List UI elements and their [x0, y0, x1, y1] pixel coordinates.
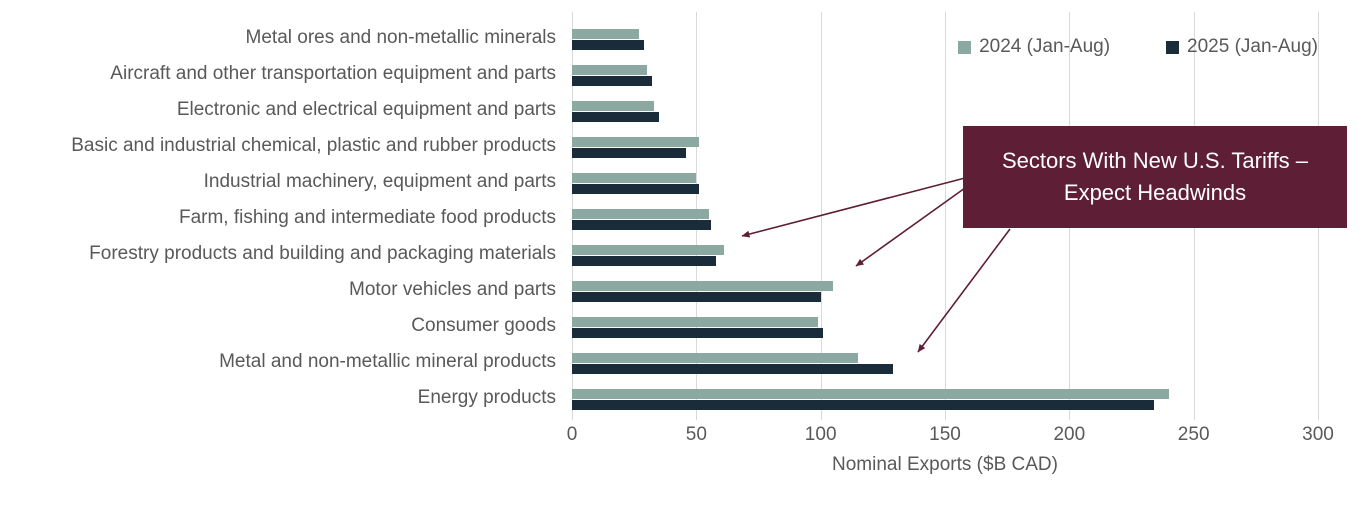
x-tick-label: 100 [804, 424, 837, 445]
plot-area [572, 12, 1319, 420]
bar-series-0 [572, 29, 640, 39]
x-tick-label: 250 [1177, 424, 1210, 445]
category-label: Consumer goods [411, 315, 556, 336]
bar-series-1 [572, 76, 652, 86]
x-axis-label: Nominal Exports ($B CAD) [832, 454, 1058, 475]
category-label: Motor vehicles and parts [349, 279, 556, 300]
category-label: Electronic and electrical equipment and … [176, 99, 556, 120]
x-tick-label: 200 [1053, 424, 1086, 445]
bar-series-1 [572, 220, 712, 230]
bar-series-0 [572, 173, 697, 183]
x-tick-label: 0 [566, 424, 578, 445]
bar-series-0 [572, 317, 819, 327]
bar-series-1 [572, 184, 699, 194]
bar-series-1 [572, 292, 821, 302]
bar-series-1 [572, 148, 687, 158]
category-label: Metal and non-metallic mineral products [219, 351, 556, 372]
legend-swatch [958, 40, 972, 54]
bar-series-0 [572, 389, 1169, 399]
category-label: Energy products [417, 387, 556, 408]
category-label: Metal ores and non-metallic minerals [245, 27, 556, 48]
legend-item: 2025 (Jan-Aug) [1166, 36, 1318, 58]
annotation-callout: Sectors With New U.S. Tariffs – Expect H… [963, 126, 1347, 228]
bar-series-0 [572, 209, 709, 219]
legend: 2024 (Jan-Aug) 2025 (Jan-Aug) [958, 36, 1318, 58]
bar-series-1 [572, 112, 660, 122]
legend-item: 2024 (Jan-Aug) [958, 36, 1110, 58]
category-label: Forestry products and building and packa… [89, 243, 556, 264]
x-tick-label: 50 [685, 424, 707, 445]
legend-swatch [1166, 40, 1180, 54]
gridline [945, 12, 946, 420]
bar-series-0 [572, 281, 834, 291]
x-tick-label: 300 [1302, 424, 1334, 445]
bar-series-0 [572, 65, 647, 75]
bar-series-1 [572, 256, 717, 266]
category-label: Industrial machinery, equipment and part… [203, 171, 556, 192]
category-label: Basic and industrial chemical, plastic a… [71, 135, 556, 156]
bar-series-1 [572, 40, 645, 50]
category-label: Aircraft and other transportation equipm… [110, 63, 556, 84]
bar-series-0 [572, 101, 655, 111]
annotation-line-1: Sectors With New U.S. Tariffs – [1001, 148, 1309, 174]
legend-label: 2025 (Jan-Aug) [1187, 36, 1318, 57]
bar-series-0 [572, 353, 858, 363]
bar-series-1 [572, 364, 893, 374]
bar-series-1 [572, 328, 824, 338]
x-axis-ticks: 0 50 100 150 200 250 300 [567, 424, 1334, 450]
annotation-line-2: Expect Headwinds [1063, 180, 1247, 205]
bar-series-1 [572, 400, 1154, 410]
category-labels: Metal ores and non-metallic minerals Airc… [0, 20, 556, 416]
legend-label: 2024 (Jan-Aug) [979, 36, 1111, 57]
bar-series-0 [572, 245, 724, 255]
bar-series-0 [572, 137, 699, 147]
category-label: Farm, fishing and intermediate food prod… [178, 207, 556, 228]
x-tick-label: 150 [929, 424, 961, 445]
